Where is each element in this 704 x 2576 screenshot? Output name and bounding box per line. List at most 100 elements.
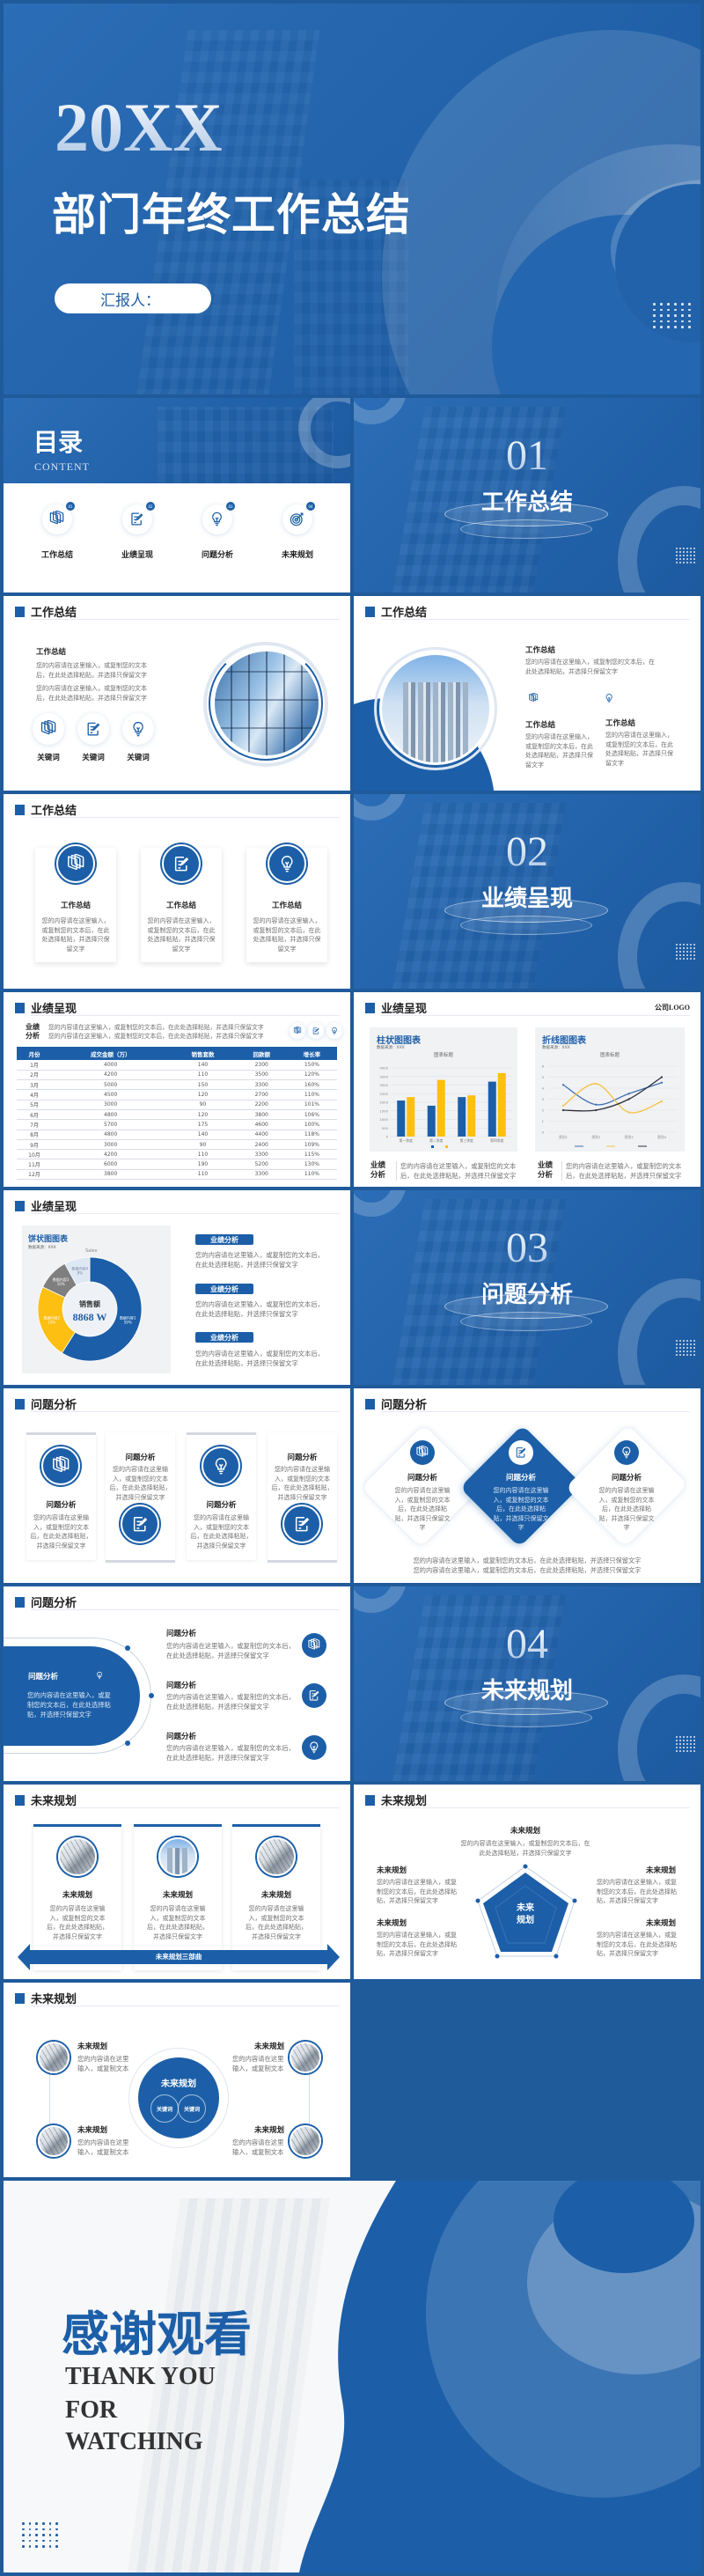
item-text: 您的内容请在这里输入，或复制您的文本后，在此处选择粘贴，并选择只保留文字 xyxy=(166,1693,295,1711)
dot xyxy=(683,1740,685,1741)
dot xyxy=(28,2522,32,2525)
dot xyxy=(693,551,695,553)
item-text: 您的内容请在这里输入，或复制您的文本后，在此处选择粘贴，并选择只保留文字 xyxy=(36,685,147,702)
data-point xyxy=(627,1093,630,1095)
dot xyxy=(686,1750,688,1752)
layers-icon xyxy=(524,688,543,708)
dot xyxy=(683,1340,685,1342)
toc-subtitle: CONTENT xyxy=(34,460,90,473)
dot xyxy=(683,944,685,946)
edit-icon xyxy=(302,1683,326,1708)
dot xyxy=(55,2545,58,2548)
dot xyxy=(22,2528,25,2530)
y-tick-label: 6 xyxy=(542,1064,545,1069)
dot xyxy=(686,1743,688,1745)
toc-item-3[interactable]: 03 问题分析 xyxy=(191,502,244,563)
dot xyxy=(688,308,691,311)
future-card: 未来规划 您的内容请在这里输入，或复制您的文本后，在此处选择粘贴，并选择只保留文字 xyxy=(232,1824,320,1970)
data-point xyxy=(595,1108,598,1112)
edit-icon xyxy=(121,1505,159,1543)
dot xyxy=(690,1736,692,1738)
dot xyxy=(686,1347,688,1349)
table-cell: 4000 xyxy=(51,1060,170,1071)
data-point xyxy=(660,1076,664,1078)
dot xyxy=(676,551,678,553)
dot xyxy=(690,551,692,553)
item-text: 您的内容请在这里输入，或复制文本 xyxy=(232,2138,284,2156)
header-divider xyxy=(381,1411,690,1412)
item-text: 您的内容请在这里输入，或复制您的文本后，在此处选择粘贴，并选择只保留文字 xyxy=(166,1744,295,1762)
header-divider xyxy=(31,1213,340,1214)
header-divider xyxy=(31,1411,340,1412)
dot xyxy=(679,1736,681,1738)
decor-circle xyxy=(354,1586,407,1613)
summary-card: 工作总结 您的内容请在这里输入，或复制您的文本后，在此处选择粘贴，并选择只保留文字 xyxy=(35,844,116,962)
dot xyxy=(686,944,688,946)
dot xyxy=(693,1740,695,1741)
toc-banner xyxy=(4,398,350,483)
decor-circle xyxy=(354,794,407,821)
dot xyxy=(693,1347,695,1349)
future-card: 未来规划 您的内容请在这里输入，或复制您的文本后，在此处选择粘贴，并选择只保留文字 xyxy=(33,1824,121,1970)
donut-slice xyxy=(61,1256,143,1362)
dot xyxy=(674,320,677,322)
problem-card: 问题分析 您的内容请在这里输入，或复制您的文本后，在此处选择粘贴，并选择只保留文字 xyxy=(268,1432,337,1563)
decor-circle xyxy=(354,1190,407,1217)
toc-item-4[interactable]: 04 未来规划 xyxy=(271,502,324,563)
chart-source: 数据来源：XXX xyxy=(28,1246,56,1250)
dot xyxy=(681,320,684,322)
analysis-badge: 业绩分析 xyxy=(195,1332,253,1343)
card-text: 您的内容请在这里输入，或复制您的文本后，在此处选择粘贴，并选择只保留文字 xyxy=(109,1466,172,1501)
dot xyxy=(674,303,677,305)
card-text: 您的内容请在这里输入，或复制您的文本后，在此处选择粘贴，并选择只保留文字 xyxy=(147,917,216,953)
dot xyxy=(679,548,681,549)
center-line: 规划 xyxy=(517,1916,534,1925)
dot xyxy=(55,2528,58,2530)
edit-icon xyxy=(308,1023,324,1039)
bar xyxy=(458,1097,466,1137)
table-cell: 140 xyxy=(169,1130,237,1140)
table-cell: 3月 xyxy=(17,1079,52,1091)
slide-title: 未来规划 xyxy=(31,1992,77,2006)
dot xyxy=(683,548,685,549)
data-point xyxy=(627,1111,630,1114)
x-tick-label: 第四季度 xyxy=(490,1138,503,1143)
table-cell: 110 xyxy=(169,1070,237,1081)
bar xyxy=(397,1100,406,1137)
slide-title: 工作总结 xyxy=(31,606,77,619)
dot xyxy=(42,2534,45,2536)
summary-slide-2: 工作总结 工作总结 您的内容请在这里输入，或复制您的文本后，在此处选择粘贴，并选… xyxy=(354,596,700,791)
table-cell: 110 xyxy=(169,1149,237,1160)
table-row: 2月 4200 110 3500 120% xyxy=(17,1070,337,1081)
dot xyxy=(679,1347,681,1349)
card-text: 您的内容请在这里输入，或复制您的文本后，在此处选择粘贴，并选择只保留文字 xyxy=(271,1466,334,1501)
dot xyxy=(674,326,677,328)
toc-item-2[interactable]: 02 业绩呈现 xyxy=(111,502,164,563)
table-cell: 150% xyxy=(286,1060,337,1071)
dot xyxy=(686,1740,688,1741)
table-cell: 3000 xyxy=(51,1100,170,1110)
edit-icon xyxy=(77,713,109,745)
dot xyxy=(693,1743,695,1745)
dot xyxy=(690,1747,692,1748)
dot xyxy=(22,2539,25,2542)
dot xyxy=(48,2534,52,2536)
table-cell: 110 xyxy=(169,1169,237,1181)
reporter-field[interactable]: 汇报人： xyxy=(55,283,211,313)
dot xyxy=(690,1740,692,1741)
building-photo xyxy=(38,2125,70,2157)
ending-line-1: THANK YOU xyxy=(65,2363,216,2390)
donut-slice xyxy=(64,1256,91,1286)
donut-center-label: 销售额 xyxy=(79,1300,100,1308)
toc-item-1[interactable]: 01 工作总结 xyxy=(31,502,84,563)
table-cell: 2200 xyxy=(236,1100,287,1110)
table-cell: 7月 xyxy=(17,1119,52,1130)
dot xyxy=(683,958,685,960)
y-tick-label: 0 xyxy=(386,1135,389,1139)
item-text: 您的内容请在这里输入，或复制您的文本后，在此处选择粘贴，并选择只保留文字 xyxy=(598,1487,655,1531)
dot xyxy=(683,562,685,563)
dot xyxy=(48,2522,52,2525)
analysis-text: 您的内容请在这里输入，或复制您的文本后，在此处选择粘贴，并选择只保留文字 xyxy=(561,1161,685,1181)
dot xyxy=(55,2534,58,2536)
ending-line-2: FOR xyxy=(65,2396,118,2424)
